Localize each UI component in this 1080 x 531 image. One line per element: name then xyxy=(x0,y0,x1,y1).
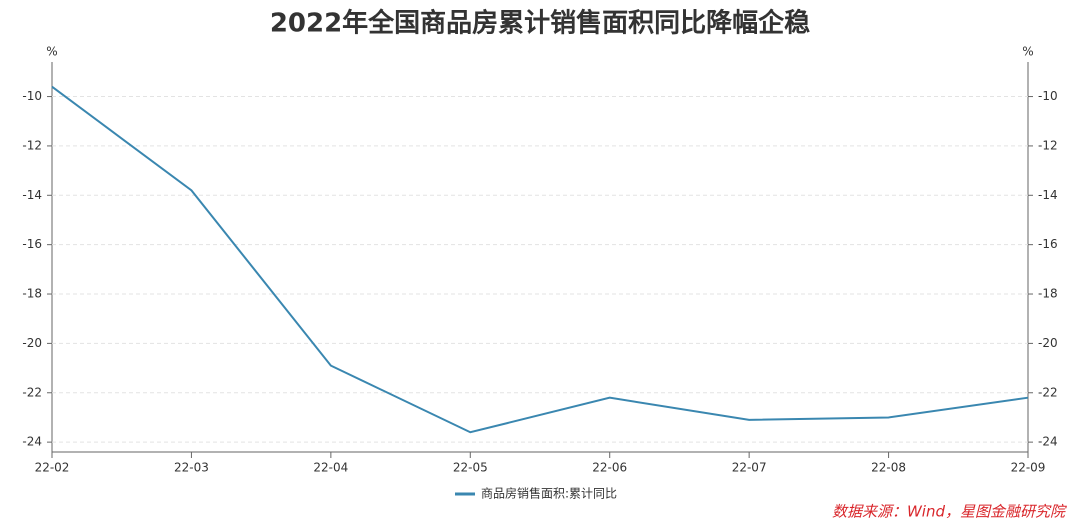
y2-tick-label: -12 xyxy=(1038,138,1058,152)
y-tick-label: -22 xyxy=(22,385,42,399)
x-tick-label: 22-05 xyxy=(453,461,488,475)
x-tick-label: 22-08 xyxy=(871,461,906,475)
y2-tick-label: -22 xyxy=(1038,385,1058,399)
x-tick-label: 22-04 xyxy=(313,461,348,475)
y-tick-label: -10 xyxy=(22,89,42,103)
legend-label: 商品房销售面积:累计同比 xyxy=(481,486,617,501)
y2-tick-label: -18 xyxy=(1038,287,1058,301)
y2-tick-label: -10 xyxy=(1038,89,1058,103)
y2-tick-label: -24 xyxy=(1038,435,1058,449)
y-tick-label: -12 xyxy=(22,138,42,152)
y2-tick-label: -14 xyxy=(1038,188,1058,202)
y2-tick-label: -16 xyxy=(1038,237,1058,251)
x-tick-label: 22-02 xyxy=(35,461,70,475)
source-note: 数据来源：Wind，星图金融研究院 xyxy=(832,503,1067,521)
y-tick-label: -20 xyxy=(22,336,42,350)
y-unit: % xyxy=(46,45,57,59)
y-tick-label: -24 xyxy=(22,435,42,449)
y-tick-label: -16 xyxy=(22,237,42,251)
y-tick-label: -18 xyxy=(22,287,42,301)
y2-tick-label: -20 xyxy=(1038,336,1058,350)
y-tick-label: -14 xyxy=(22,188,42,202)
x-tick-label: 22-09 xyxy=(1011,461,1046,475)
y2-unit: % xyxy=(1022,45,1033,59)
x-tick-label: 22-03 xyxy=(174,461,209,475)
line-series xyxy=(51,85,1029,434)
x-tick-label: 22-06 xyxy=(592,461,627,475)
x-tick-label: 22-07 xyxy=(732,461,767,475)
chart-title: 2022年全国商品房累计销售面积同比降幅企稳 xyxy=(270,8,810,39)
